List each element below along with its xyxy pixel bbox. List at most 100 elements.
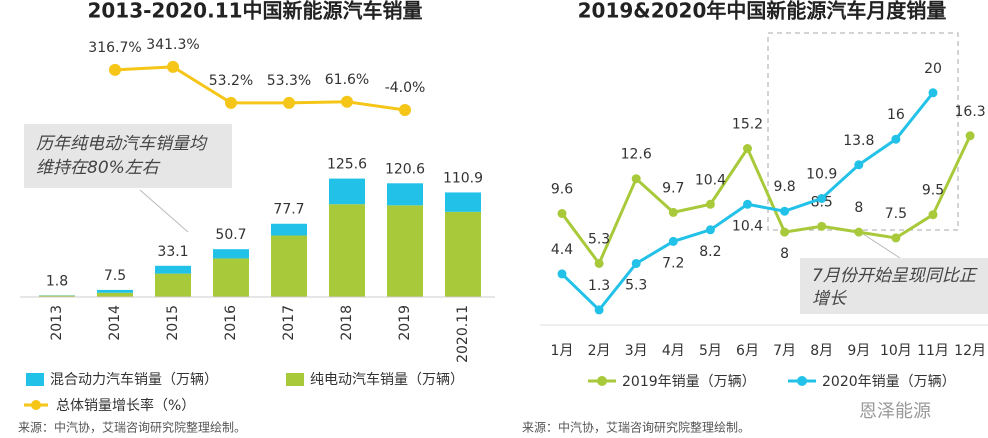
bar-segment [155,265,191,274]
annotation-pointer [859,231,901,259]
x-tick-label: 2019 [397,305,413,341]
growth-line [114,65,406,112]
series-point [557,269,567,279]
growth-point [225,96,237,109]
x-tick-label: 9月 [847,343,870,359]
data-label: 1.3 [588,278,610,294]
bar-segment [445,192,481,212]
x-tick-label: 2月 [588,343,611,359]
annotation-box [24,124,232,188]
legend-swatch [31,400,41,410]
annotation: 7月份开始呈现同比正 [812,266,978,286]
bar-segment [387,183,423,206]
series-point [743,144,752,154]
series-point [928,210,938,220]
legend-label: 2019年销量（万辆） [622,374,756,390]
x-tick-label: 2015 [165,305,181,341]
series-point [891,233,901,243]
data-label: 20 [924,61,942,77]
chart-title: 2013-2020.11中国新能源汽车销量 [87,0,422,23]
total-label: 1.8 [46,273,68,289]
annotation-box [800,258,988,314]
data-label: 13.8 [843,133,874,149]
x-tick-label: 12月 [954,343,986,359]
series-point [891,134,901,144]
data-label: 341.3% [146,37,199,53]
x-tick-label: 3月 [625,343,648,359]
total-label: 7.5 [104,268,126,284]
growth-point [167,60,179,73]
bar-segment [329,204,365,297]
highlight-box [767,32,959,231]
bar-segment [387,205,423,297]
series-point [668,207,678,217]
data-label: 7.5 [885,206,907,222]
series-line [560,135,972,267]
x-tick-label: 2017 [281,305,297,341]
bar-segment [271,223,307,236]
legend-label: 纯电动汽车销量（万辆） [310,371,464,388]
bar-segment [97,289,133,293]
total-label: 50.7 [215,227,246,243]
series-point [817,221,827,231]
growth-point [283,96,295,109]
data-label: 5.3 [588,231,610,247]
source: 来源：中汽协，艾瑞咨询研究院整理绘制。 [522,420,750,435]
growth-point [341,95,353,108]
growth-point [109,63,121,76]
x-tick-label: 10月 [880,343,912,359]
data-label: 16.3 [955,104,986,120]
x-tick-label: 2014 [107,305,123,341]
bar-segment [445,211,481,297]
x-tick-label: 11月 [917,343,949,359]
data-label: 12.6 [621,147,652,163]
series-point [557,209,567,219]
legend-swatch [797,376,807,386]
x-tick-label: 6月 [736,343,759,359]
total-label: 110.9 [443,170,483,186]
data-label: 53.2% [209,73,253,89]
bar-segment [271,235,307,297]
bar-segment [213,249,249,259]
x-tick-label: 2020.11 [455,305,471,363]
data-label: 53.3% [267,73,311,89]
series-point [780,206,790,216]
data-label: -4.0% [385,80,426,96]
watermark: 恩泽能源 [859,401,931,422]
series-point [854,160,864,170]
x-tick-label: 2016 [223,305,239,341]
x-tick-label: 8月 [810,343,833,359]
series-point [965,131,975,141]
data-label: 15.2 [732,117,763,133]
data-label: 9.5 [922,183,944,199]
data-label: 316.7% [88,40,141,56]
x-tick-label: 2018 [339,305,355,341]
annotation: 维持在80%左右 [36,158,161,178]
bar-segment [97,292,133,297]
chart-title: 2019&2020年中国新能源汽车月度销量 [578,0,947,23]
annotation: 历年纯电动汽车销量均 [36,134,208,154]
series-point [594,305,604,315]
data-label: 16 [887,107,905,123]
annotation: 增长 [812,289,847,309]
series-point [817,193,827,203]
growth-point [399,104,411,116]
total-label: 125.6 [327,157,367,173]
series-point [705,199,715,209]
bar-segment [39,295,75,297]
series-point [780,227,790,237]
series-point [668,236,678,246]
series-point [854,227,864,237]
legend-label: 混合动力汽车销量（万辆） [50,371,218,388]
legend-swatch [286,373,304,386]
data-label: 10.4 [732,218,763,234]
legend-label: 2020年销量（万辆） [822,374,956,390]
data-label: 8.2 [699,244,721,260]
x-tick-label: 1月 [551,343,574,359]
data-label: 61.6% [325,72,369,88]
data-label: 10.9 [806,166,837,182]
total-label: 120.6 [385,161,425,177]
legend-swatch [26,373,44,386]
annotation-pointer [139,189,189,233]
